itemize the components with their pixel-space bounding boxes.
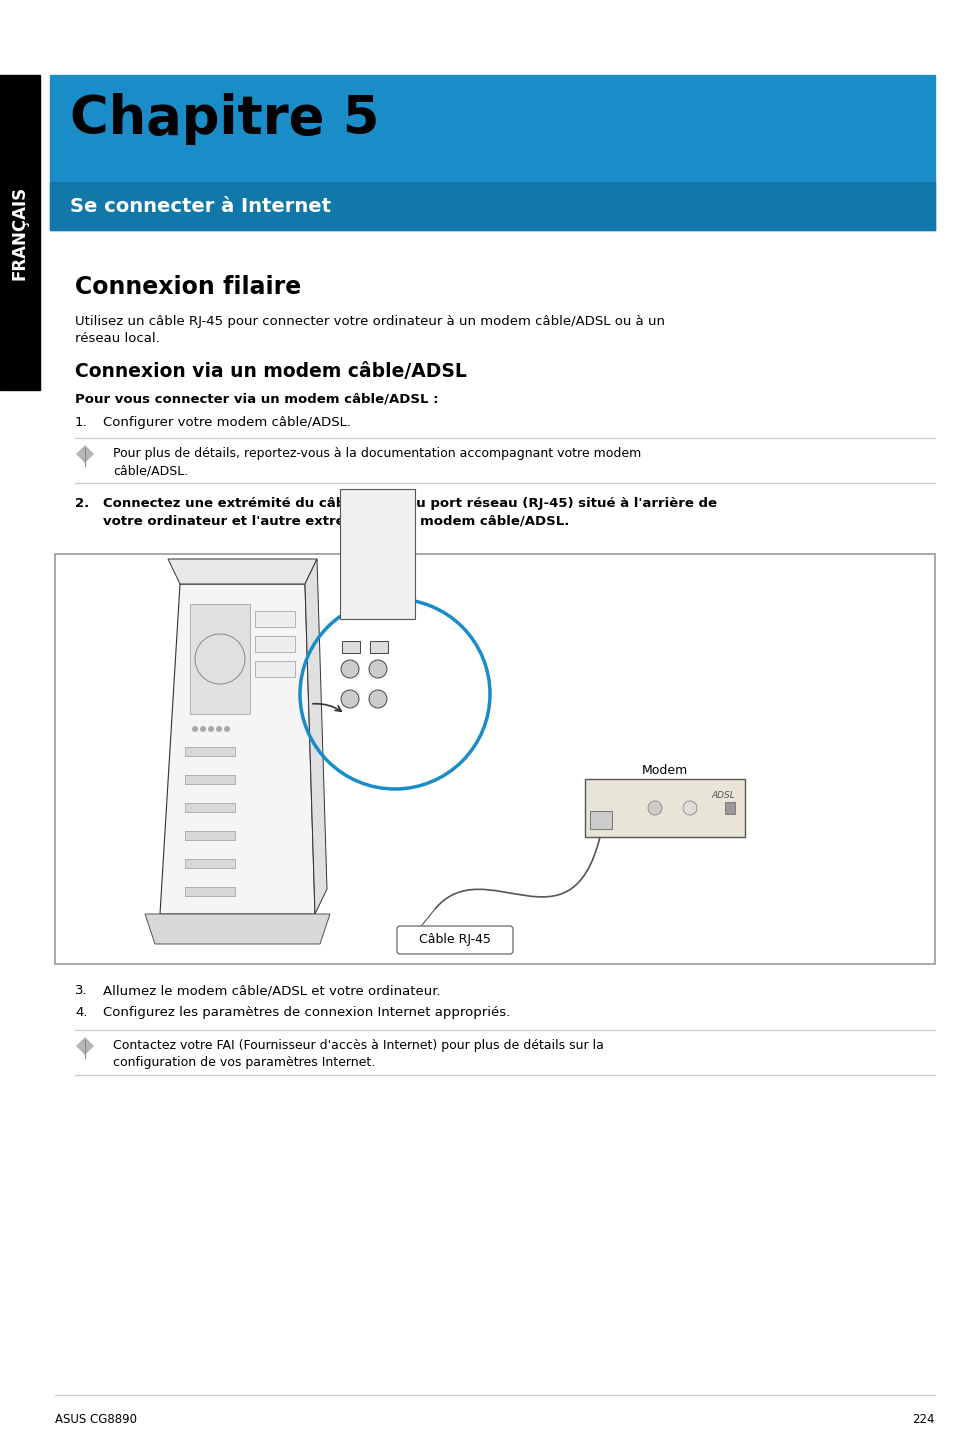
Bar [185,887,234,896]
Polygon shape [160,584,314,915]
Text: votre ordinateur et l'autre extrémité à un modem câble/ADSL.: votre ordinateur et l'autre extrémité à … [103,513,569,526]
Text: Connexion filaire: Connexion filaire [75,275,301,299]
Text: Utilisez un câble RJ-45 pour connecter votre ordinateur à un modem câble/ADSL ou: Utilisez un câble RJ-45 pour connecter v… [75,315,664,328]
Text: 2.: 2. [75,498,90,510]
Bar [370,641,388,653]
Circle shape [216,726,221,732]
Bar [185,831,234,840]
Bar [190,604,250,715]
Text: Configurez les paramètres de connexion Internet appropriés.: Configurez les paramètres de connexion I… [103,1007,510,1020]
FancyBboxPatch shape [396,926,513,953]
Circle shape [340,690,358,707]
Bar [589,811,612,828]
Text: FRANÇAIS: FRANÇAIS [11,186,29,279]
Text: ASUS CG8890: ASUS CG8890 [55,1414,137,1426]
Circle shape [682,801,697,815]
Text: Chapitre 5: Chapitre 5 [70,93,379,145]
Text: Allumez le modem câble/ADSL et votre ordinateur.: Allumez le modem câble/ADSL et votre ord… [103,984,440,997]
Circle shape [224,726,230,732]
Bar [341,641,359,653]
Text: Modem: Modem [641,764,687,777]
Polygon shape [145,915,330,943]
Bar [185,746,234,756]
Bar [185,858,234,869]
Text: 224: 224 [911,1414,934,1426]
Circle shape [369,690,387,707]
Text: Connexion via un modem câble/ADSL: Connexion via un modem câble/ADSL [75,362,466,381]
Circle shape [193,726,197,732]
Text: Pour vous connecter via un modem câble/ADSL :: Pour vous connecter via un modem câble/A… [75,393,438,406]
Text: Configurer votre modem câble/ADSL.: Configurer votre modem câble/ADSL. [103,416,351,429]
Text: Connectez une extrémité du câble RJ-45 au port réseau (RJ-45) situé à l'arrière : Connectez une extrémité du câble RJ-45 a… [103,498,717,510]
Circle shape [209,726,213,732]
Text: configuration de vos paramètres Internet.: configuration de vos paramètres Internet… [112,1055,375,1068]
Bar [55,554,934,963]
Text: 4.: 4. [75,1007,88,1020]
Text: ADSL: ADSL [711,791,734,800]
Text: 1.: 1. [75,416,88,429]
Polygon shape [305,559,327,915]
Circle shape [340,660,358,677]
Text: 3.: 3. [75,984,88,997]
Polygon shape [77,446,92,462]
Bar [339,489,415,618]
Circle shape [369,660,387,677]
Circle shape [200,726,205,732]
Bar [724,802,734,814]
Polygon shape [77,1038,92,1054]
Bar [254,636,294,651]
Text: Contactez votre FAI (Fournisseur d'accès à Internet) pour plus de détails sur la: Contactez votre FAI (Fournisseur d'accès… [112,1040,603,1053]
Bar [0,75,40,390]
Bar [50,75,934,230]
Bar [50,183,934,230]
Text: câble/ADSL.: câble/ADSL. [112,464,188,477]
Text: Câble RJ-45: Câble RJ-45 [418,933,491,946]
Bar [584,779,744,837]
Text: Pour plus de détails, reportez-vous à la documentation accompagnant votre modem: Pour plus de détails, reportez-vous à la… [112,447,640,460]
Text: réseau local.: réseau local. [75,332,159,345]
Polygon shape [168,559,316,584]
Bar [185,775,234,784]
Circle shape [647,801,661,815]
Text: Se connecter à Internet: Se connecter à Internet [70,197,331,216]
Bar [254,661,294,677]
Bar [185,802,234,812]
Bar [254,611,294,627]
